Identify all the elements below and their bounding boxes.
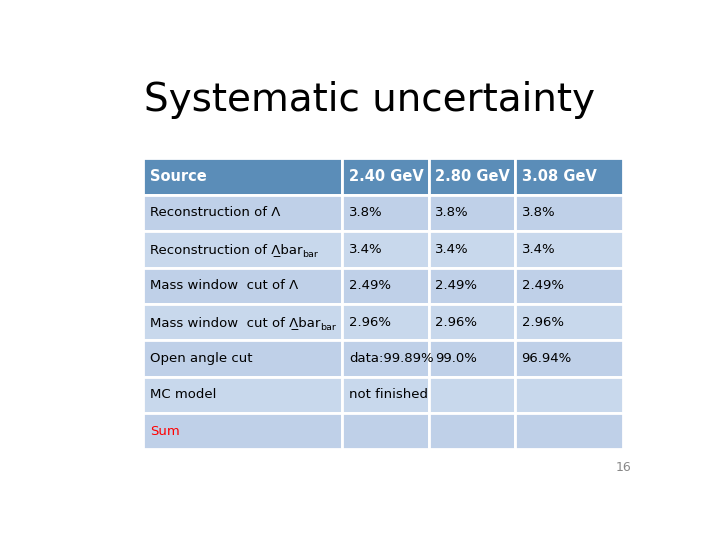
Text: 2.96%: 2.96% (521, 315, 564, 328)
Text: Mass window  cut of Λ: Mass window cut of Λ (150, 279, 298, 292)
Bar (143, 304, 342, 340)
Text: bar: bar (320, 323, 336, 332)
Text: Source: Source (150, 169, 207, 184)
Text: 3.4%: 3.4% (521, 243, 555, 256)
Bar (515, 231, 623, 267)
Bar (143, 231, 342, 267)
Text: 3.4%: 3.4% (435, 243, 469, 256)
Bar (428, 304, 515, 340)
Bar (515, 195, 623, 231)
Text: Systematic uncertainty: Systematic uncertainty (143, 82, 595, 119)
Bar (342, 158, 428, 195)
Bar (342, 231, 428, 267)
Text: MC model: MC model (150, 388, 216, 401)
Bar (428, 377, 515, 413)
Text: 3.4%: 3.4% (349, 243, 382, 256)
Bar (342, 377, 428, 413)
Text: 3.08 GeV: 3.08 GeV (521, 169, 596, 184)
Text: Mass window  cut of Λ̲bar: Mass window cut of Λ̲bar (150, 315, 320, 328)
Bar (428, 340, 515, 377)
Bar (428, 195, 515, 231)
Bar (342, 304, 428, 340)
Bar (342, 340, 428, 377)
Text: Sum: Sum (150, 425, 179, 438)
Text: Open angle cut: Open angle cut (150, 352, 252, 365)
Bar (143, 377, 342, 413)
Text: 2.49%: 2.49% (349, 279, 391, 292)
Bar (428, 413, 515, 449)
Bar (143, 195, 342, 231)
Text: 2.40 GeV: 2.40 GeV (349, 169, 423, 184)
Bar (428, 158, 515, 195)
Text: 99.0%: 99.0% (435, 352, 477, 365)
Text: 16: 16 (616, 461, 631, 474)
Text: 2.80 GeV: 2.80 GeV (435, 169, 510, 184)
Bar (515, 304, 623, 340)
Text: 3.8%: 3.8% (435, 206, 469, 219)
Bar (143, 267, 342, 304)
Bar (515, 377, 623, 413)
Text: 2.49%: 2.49% (435, 279, 477, 292)
Text: bar: bar (302, 250, 318, 259)
Text: 96.94%: 96.94% (521, 352, 572, 365)
Bar (515, 340, 623, 377)
Bar (428, 267, 515, 304)
Text: 2.96%: 2.96% (435, 315, 477, 328)
Text: 2.49%: 2.49% (521, 279, 564, 292)
Bar (428, 231, 515, 267)
Text: 3.8%: 3.8% (349, 206, 382, 219)
Bar (143, 158, 342, 195)
Bar (515, 267, 623, 304)
Bar (143, 413, 342, 449)
Text: 3.8%: 3.8% (521, 206, 555, 219)
Text: 2.96%: 2.96% (349, 315, 391, 328)
Text: Reconstruction of Λ: Reconstruction of Λ (150, 206, 280, 219)
Bar (143, 340, 342, 377)
Bar (342, 195, 428, 231)
Text: Reconstruction of Λ̲bar: Reconstruction of Λ̲bar (150, 243, 302, 256)
Text: data:99.89%: data:99.89% (349, 352, 433, 365)
Bar (515, 413, 623, 449)
Bar (342, 267, 428, 304)
Bar (342, 413, 428, 449)
Text: not finished: not finished (349, 388, 428, 401)
Bar (515, 158, 623, 195)
